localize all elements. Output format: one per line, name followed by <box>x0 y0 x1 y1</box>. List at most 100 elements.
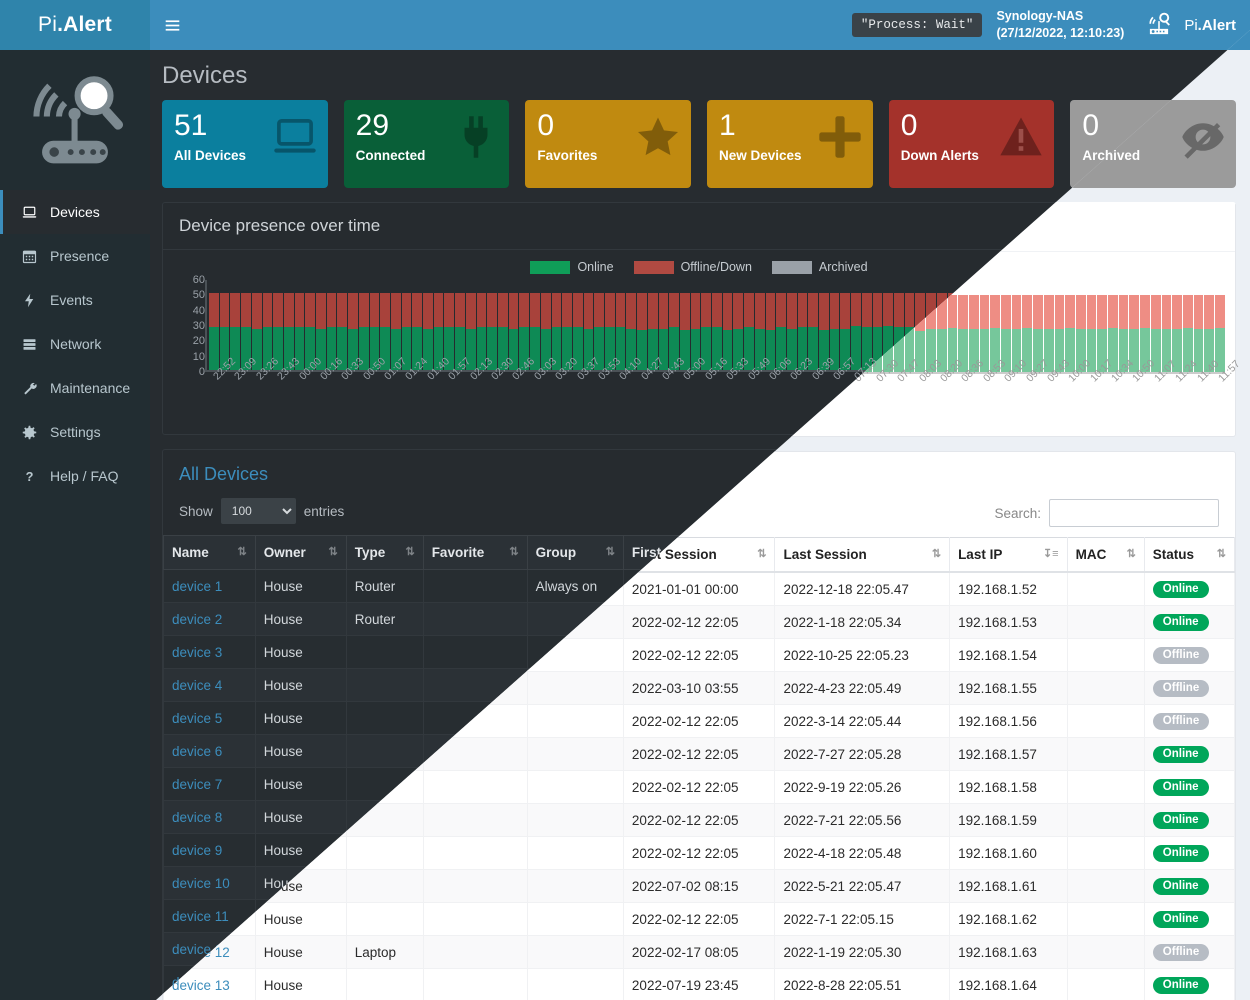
sort-both-icon[interactable]: ⇅ <box>237 546 247 558</box>
chart-bar-offline <box>872 293 883 328</box>
stat-card-label: New Devices <box>719 147 802 163</box>
chart-bar-offline <box>465 293 476 329</box>
chart-bar-online <box>337 327 348 370</box>
device-link[interactable]: device 1 <box>172 578 223 594</box>
stat-card-all-devices[interactable]: 51 All Devices <box>162 100 328 188</box>
stat-card-connected[interactable]: 29 Connected <box>343 100 510 188</box>
stat-card-favorites[interactable]: 0 Favorites <box>525 100 692 188</box>
chart-bar-online <box>358 327 369 370</box>
chart-bar-online <box>540 328 551 370</box>
table-row[interactable]: device 12HouseLaptop2022-02-17 08:052022… <box>163 935 1236 969</box>
process-status-badge: "Process: Wait" <box>851 13 983 37</box>
entries-per-page-select[interactable]: 102550100 <box>220 498 296 524</box>
device-link[interactable]: device 2 <box>172 611 223 627</box>
stat-card-new-devices[interactable]: 1 New Devices <box>707 100 873 188</box>
chart-bar-online <box>326 327 337 370</box>
cell-ip: 192.168.1.61 <box>949 869 1068 903</box>
device-link[interactable]: device 10 <box>172 875 230 891</box>
column-header-group[interactable]: Group ⇅ <box>526 535 624 570</box>
sidebar-item-devices[interactable]: Devices <box>0 190 150 234</box>
chart-bar-offline <box>455 293 465 328</box>
column-header-favorite[interactable]: Favorite ⇅ <box>422 535 528 570</box>
sort-both-icon[interactable]: ⇅ <box>328 546 338 558</box>
chart-bar-online <box>947 327 958 372</box>
sort-both-icon[interactable]: ⇅ <box>405 546 415 558</box>
eye-slash-icon <box>1182 123 1224 159</box>
stat-cards: 51 All Devices 29 Connected 0 Favorites 1 New D… <box>150 100 1250 188</box>
hamburger-button[interactable] <box>150 0 194 50</box>
table-row[interactable]: device 10House2022-07-02 08:152022-5-21 … <box>163 869 1236 903</box>
sidebar-item-maintenance[interactable]: Maintenance <box>0 366 150 410</box>
sidebar-item-network[interactable]: Network <box>0 322 150 366</box>
column-header-last-session[interactable]: Last Session ⇅ <box>774 537 951 573</box>
cell-name: device 3 <box>163 635 256 669</box>
sidebar-item-label: Presence <box>50 248 110 264</box>
device-link[interactable]: device 6 <box>172 743 223 759</box>
sort-both-icon[interactable]: ⇅ <box>1216 548 1226 560</box>
sort-both-icon[interactable]: ⇅ <box>931 548 942 560</box>
device-link[interactable]: device 11 <box>172 908 229 924</box>
chart-bar-online <box>894 329 904 372</box>
chart-bar-offline <box>861 293 872 328</box>
sidebar-item-events[interactable]: Events <box>0 278 150 322</box>
sort-both-icon[interactable]: ⇅ <box>605 546 615 558</box>
chart-bar-offline <box>904 293 915 328</box>
column-header-name[interactable]: Name ⇅ <box>163 535 256 570</box>
sort-desc-icon[interactable]: ↧≡ <box>1042 548 1059 560</box>
chart-bar <box>455 293 465 370</box>
star-icon <box>635 114 681 165</box>
column-header-owner[interactable]: Owner ⇅ <box>254 535 347 570</box>
cell-last: 2022-3-14 22:05.44 <box>774 704 951 738</box>
chart-bar <box>219 293 230 370</box>
chart-bar <box>251 293 262 370</box>
cell-status: Offline <box>1143 671 1236 705</box>
sort-both-icon[interactable]: ⇅ <box>509 546 519 558</box>
stat-card-down-alerts[interactable]: 0 Down Alerts <box>888 100 1055 188</box>
chart-bar <box>712 293 722 370</box>
chart-bar <box>1204 295 1215 372</box>
cell-first: 2022-02-17 08:05 <box>622 935 776 969</box>
brand-logo[interactable]: Pi.Alert <box>0 0 150 50</box>
device-link[interactable]: device 9 <box>172 842 223 858</box>
search-input[interactable] <box>1049 499 1219 527</box>
chart-bar-online <box>904 329 915 372</box>
chart-bar-online <box>380 327 390 370</box>
chart-bar <box>1129 295 1140 372</box>
sort-both-icon[interactable]: ⇅ <box>1126 548 1136 560</box>
sort-both-icon[interactable]: ⇅ <box>757 548 767 560</box>
cell-status: Online <box>1143 605 1236 639</box>
chart-bar <box>487 293 497 370</box>
cell-status: Online <box>1143 737 1236 771</box>
chart-bar-offline <box>540 293 551 329</box>
device-link[interactable]: device 13 <box>172 977 230 993</box>
column-header-status[interactable]: Status ⇅ <box>1143 537 1236 573</box>
chart-bar <box>230 293 241 370</box>
sidebar-item-presence[interactable]: Presence <box>0 234 150 278</box>
device-link[interactable]: device 4 <box>172 677 223 693</box>
chart-bar-offline <box>754 293 765 329</box>
column-header-last-ip[interactable]: Last IP ↧≡ <box>949 537 1068 573</box>
chart-bar-offline <box>1161 295 1172 330</box>
chart-bar-online <box>712 327 722 370</box>
device-link[interactable]: device 8 <box>172 809 223 825</box>
device-link[interactable]: device 7 <box>172 776 223 792</box>
sidebar-item-settings[interactable]: Settings <box>0 410 150 454</box>
cell-mac <box>1066 671 1145 705</box>
column-header-mac[interactable]: MAC ⇅ <box>1066 537 1145 573</box>
header-logo <box>1142 12 1176 38</box>
column-header-type[interactable]: Type ⇅ <box>345 535 424 570</box>
sidebar-item-help-faq[interactable]: ? Help / FAQ <box>0 454 150 498</box>
chart-bar-online <box>508 328 519 370</box>
cell-favorite <box>422 803 528 837</box>
device-link[interactable]: device 3 <box>172 644 223 660</box>
cell-group <box>526 869 624 903</box>
cell-ip: 192.168.1.54 <box>949 638 1068 672</box>
chart-bar-online <box>872 327 883 370</box>
chart-bar-offline <box>1204 295 1215 330</box>
cell-mac <box>1066 935 1145 969</box>
device-link[interactable]: device 5 <box>172 710 223 726</box>
sidebar-item-label: Devices <box>50 204 100 220</box>
